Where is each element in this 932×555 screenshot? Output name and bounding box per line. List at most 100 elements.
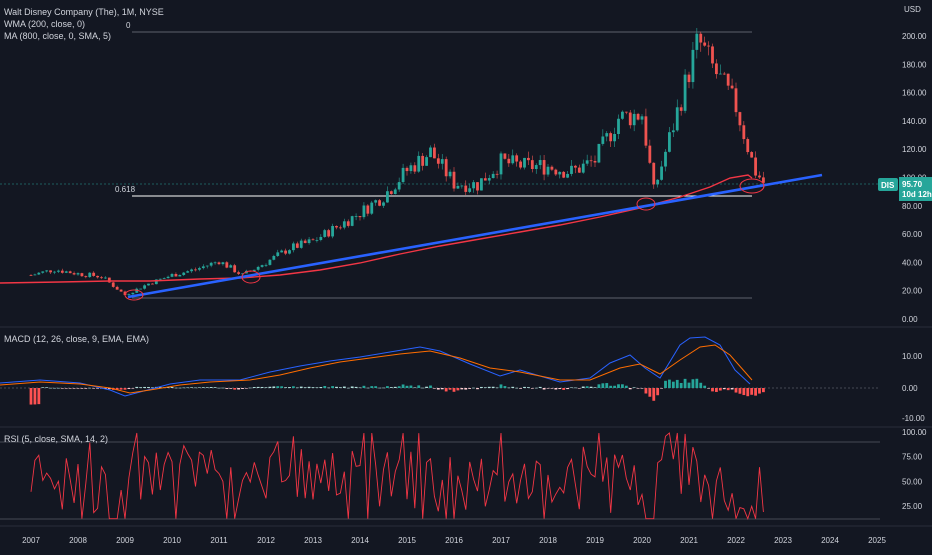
macd-bar: [241, 388, 244, 389]
macd-bar: [354, 386, 358, 388]
touch-marker-2022[interactable]: [739, 178, 765, 194]
candle-body: [92, 272, 96, 276]
macd-bar: [256, 386, 260, 388]
time-tick-label: 2008: [69, 536, 87, 545]
candle-body: [209, 262, 213, 266]
macd-bar: [550, 388, 554, 389]
candle-body: [409, 165, 413, 172]
candle-body: [96, 275, 99, 278]
candle-body: [648, 145, 652, 163]
macd-bar: [538, 386, 542, 388]
candle-body: [119, 289, 123, 292]
candle-body: [542, 160, 546, 175]
macd-bar: [225, 388, 229, 389]
macd-bar: [60, 388, 64, 389]
macd-bar: [366, 387, 370, 389]
time-tick-label: 2007: [22, 536, 40, 545]
candle-body: [566, 173, 569, 178]
support-trendline[interactable]: [127, 173, 823, 299]
macd-bar: [190, 387, 193, 388]
touch-marker-2011[interactable]: [241, 270, 261, 284]
macd-bar: [617, 384, 620, 388]
price-tick-label: 20.00: [902, 287, 923, 296]
macd-bar: [440, 388, 444, 390]
macd-bar: [554, 388, 558, 390]
macd-bar: [303, 387, 307, 388]
macd-bar: [715, 388, 718, 392]
candle-body: [268, 259, 272, 265]
macd-bar: [323, 386, 327, 388]
candle-body: [382, 202, 385, 206]
macd-bar: [68, 388, 72, 389]
touch-marker-2009[interactable]: [124, 289, 144, 301]
candle-body: [750, 152, 754, 158]
candle-body: [534, 165, 538, 170]
time-tick-label: 2010: [163, 536, 181, 545]
macd-bar: [158, 387, 162, 388]
macd-bar: [311, 387, 315, 388]
ma-legend[interactable]: MA (800, close, 0, SMA, 5): [4, 31, 112, 41]
candle-body: [562, 171, 566, 178]
macd-bar: [648, 388, 652, 397]
macd-bar: [245, 388, 248, 389]
macd-bar: [589, 386, 593, 388]
macd-bar: [503, 386, 507, 388]
macd-bar: [382, 387, 385, 389]
time-axis[interactable]: 2007 2008 2009 2010 2011 2012 2013 2014 2015 2016…: [22, 536, 886, 545]
price-tick-label: 0.00: [902, 315, 918, 324]
macd-bar: [362, 385, 366, 388]
candle-body: [72, 273, 76, 275]
candle-body: [519, 161, 522, 168]
macd-bar: [703, 385, 707, 388]
macd-bar: [636, 388, 640, 389]
macd-bar: [335, 386, 338, 388]
last-price-badge: 95.70 10d 12h: [899, 177, 932, 201]
currency-label: USD: [904, 5, 921, 14]
touch-marker-2020[interactable]: [636, 197, 656, 211]
candle-body: [593, 160, 597, 163]
macd-axis[interactable]: 10.00 0.00 -10.00: [902, 352, 925, 423]
candle-body: [429, 147, 432, 158]
macd-bar: [272, 386, 276, 388]
candle-body: [366, 205, 370, 214]
macd-bar: [534, 387, 538, 389]
candle-body: [421, 155, 425, 166]
candle-body: [527, 157, 530, 161]
candle-body: [523, 157, 526, 168]
candle-body: [225, 262, 229, 268]
macd-bar: [421, 387, 425, 389]
candle-body: [624, 111, 628, 113]
candle-body: [147, 283, 150, 286]
rsi-legend[interactable]: RSI (5, close, SMA, 14, 2): [4, 434, 109, 444]
candle-body: [84, 276, 88, 278]
candle-body: [339, 227, 342, 229]
macd-bar: [378, 387, 381, 389]
macd-bar: [327, 387, 331, 389]
macd-bar: [213, 387, 217, 388]
candle-body: [515, 155, 519, 162]
candle-body: [570, 165, 573, 174]
rsi-axis[interactable]: 100.00 75.00 50.00 25.00: [902, 428, 927, 511]
macd-bar: [738, 388, 742, 394]
candle-body: [601, 136, 605, 144]
candle-body: [609, 133, 613, 142]
wma-legend[interactable]: WMA (200, close, 0): [4, 19, 86, 29]
macd-bar: [593, 387, 597, 388]
candle-body: [260, 265, 264, 267]
candle-body: [460, 185, 464, 187]
macd-bar: [511, 386, 515, 388]
candle-body: [68, 271, 72, 274]
candle-body: [742, 125, 746, 140]
macd-bar: [221, 387, 225, 389]
candle-body: [295, 243, 299, 248]
time-tick-label: 2017: [492, 536, 510, 545]
macd-legend[interactable]: MACD (12, 26, close, 9, EMA, EMA): [4, 334, 150, 344]
macd-bar: [217, 387, 221, 389]
fib-level-0618-label: 0.618: [115, 185, 136, 194]
macd-bar: [523, 386, 526, 388]
macd-bar: [758, 388, 761, 394]
symbol-title[interactable]: Walt Disney Company (The), 1M, NYSE: [4, 7, 164, 17]
macd-bar: [495, 387, 499, 389]
